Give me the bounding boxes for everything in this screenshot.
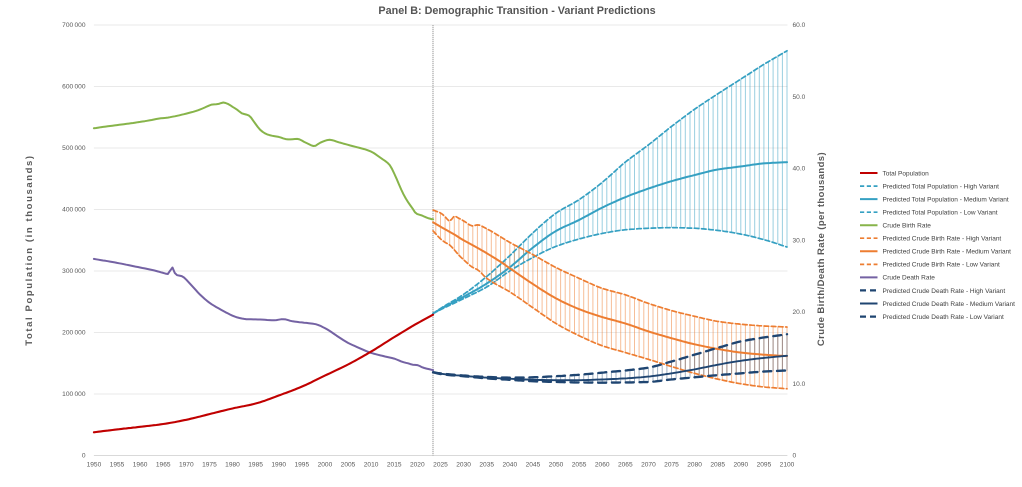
svg-text:2040: 2040	[502, 462, 517, 469]
svg-text:2070: 2070	[641, 462, 656, 469]
svg-text:2060: 2060	[595, 462, 610, 469]
svg-text:30.0: 30.0	[793, 237, 806, 244]
svg-text:2090: 2090	[733, 462, 748, 469]
svg-text:Panel B: Demographic Transitio: Panel B: Demographic Transition - Varian…	[378, 5, 655, 17]
svg-text:2025: 2025	[433, 462, 448, 469]
svg-text:2005: 2005	[341, 462, 356, 469]
svg-text:Predicted Crude Birth Rate - L: Predicted Crude Birth Rate - Low Variant	[883, 262, 1000, 269]
svg-text:0: 0	[793, 453, 797, 460]
svg-text:Predicted Crude Death Rate - M: Predicted Crude Death Rate - Medium Vari…	[883, 301, 1016, 308]
svg-text:400 000: 400 000	[62, 207, 86, 214]
svg-text:1965: 1965	[156, 462, 171, 469]
svg-text:2000: 2000	[318, 462, 333, 469]
svg-text:Predicted Crude Death Rate - L: Predicted Crude Death Rate - Low Variant	[883, 314, 1004, 321]
svg-text:1970: 1970	[179, 462, 194, 469]
svg-text:10.0: 10.0	[793, 381, 806, 388]
svg-text:Predicted Total Population - M: Predicted Total Population - Medium Vari…	[883, 196, 1009, 203]
svg-text:2080: 2080	[687, 462, 702, 469]
svg-text:2100: 2100	[780, 462, 795, 469]
svg-text:60.0: 60.0	[793, 22, 806, 29]
svg-text:2065: 2065	[618, 462, 633, 469]
svg-text:1990: 1990	[271, 462, 286, 469]
svg-text:0: 0	[82, 453, 86, 460]
svg-text:2035: 2035	[479, 462, 494, 469]
svg-text:50.0: 50.0	[793, 94, 806, 101]
svg-text:2030: 2030	[456, 462, 471, 469]
svg-text:2085: 2085	[710, 462, 725, 469]
svg-text:2055: 2055	[572, 462, 587, 469]
svg-text:2020: 2020	[410, 462, 425, 469]
svg-text:Predicted Crude Birth Rate - H: Predicted Crude Birth Rate - High Varian…	[883, 236, 1002, 243]
svg-text:Predicted Total Population - H: Predicted Total Population - High Varian…	[883, 183, 1000, 190]
svg-text:Total Population: Total Population	[883, 170, 930, 177]
svg-text:2045: 2045	[526, 462, 541, 469]
svg-text:300 000: 300 000	[62, 268, 86, 275]
svg-text:500 000: 500 000	[62, 145, 86, 152]
svg-text:1950: 1950	[87, 462, 102, 469]
svg-text:1960: 1960	[133, 462, 148, 469]
svg-text:Predicted Crude Death Rate - H: Predicted Crude Death Rate - High Varian…	[883, 288, 1006, 295]
svg-text:1985: 1985	[248, 462, 263, 469]
svg-text:1995: 1995	[294, 462, 309, 469]
svg-text:2010: 2010	[364, 462, 379, 469]
svg-text:Predicted Total Population - L: Predicted Total Population - Low Variant	[883, 210, 998, 217]
svg-text:Crude Birth/Death Rate (per th: Crude Birth/Death Rate (per thousands)	[816, 152, 827, 346]
svg-text:700 000: 700 000	[62, 22, 86, 29]
svg-text:1955: 1955	[110, 462, 125, 469]
svg-text:2015: 2015	[387, 462, 402, 469]
svg-text:2095: 2095	[757, 462, 772, 469]
svg-text:1980: 1980	[225, 462, 240, 469]
svg-text:1975: 1975	[202, 462, 217, 469]
svg-text:Crude Birth Rate: Crude Birth Rate	[883, 223, 932, 230]
svg-text:Crude Death Rate: Crude Death Rate	[883, 275, 936, 282]
svg-text:20.0: 20.0	[793, 309, 806, 316]
svg-text:100 000: 100 000	[62, 391, 86, 398]
svg-text:40.0: 40.0	[793, 166, 806, 173]
svg-text:2050: 2050	[549, 462, 564, 469]
svg-text:Predicted Crude Birth Rate - M: Predicted Crude Birth Rate - Medium Vari…	[883, 249, 1012, 256]
svg-text:200 000: 200 000	[62, 330, 86, 337]
svg-text:2075: 2075	[664, 462, 679, 469]
svg-text:600 000: 600 000	[62, 84, 86, 91]
svg-text:Total Population (in thousands: Total Population (in thousands)	[24, 154, 35, 345]
